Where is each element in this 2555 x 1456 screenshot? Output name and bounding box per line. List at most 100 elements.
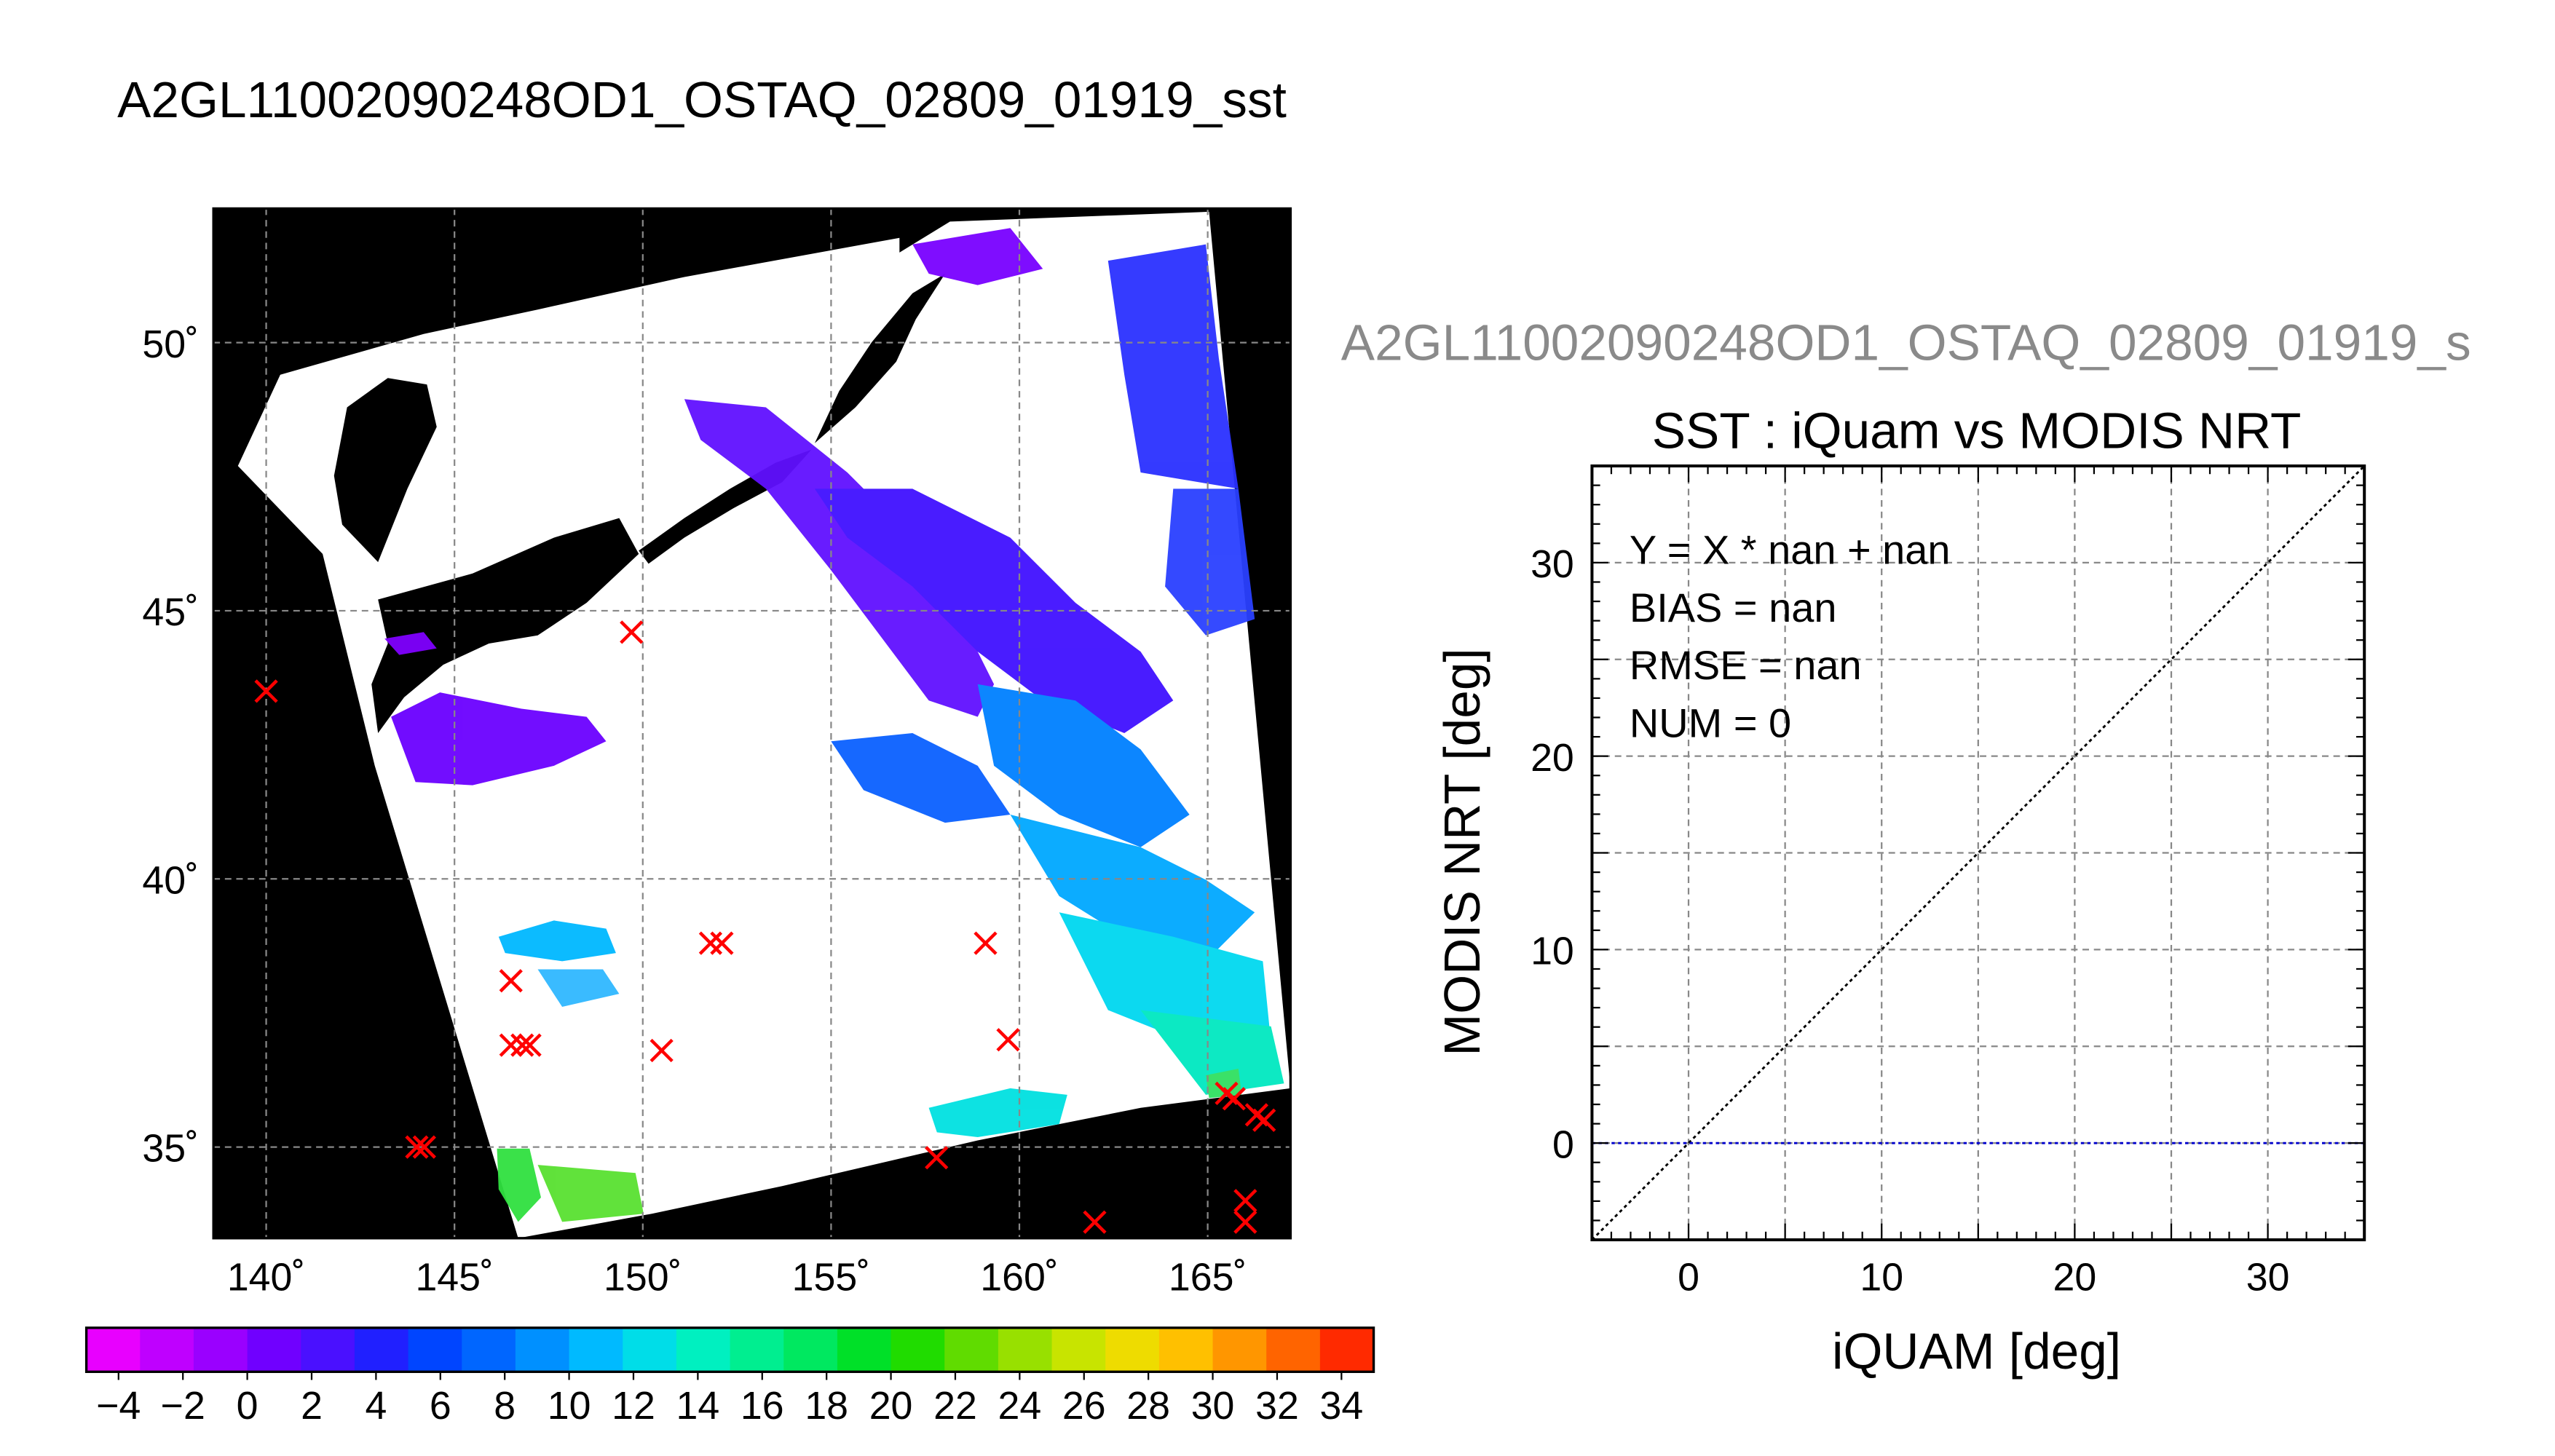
sst-patch-cold [684,399,995,717]
colorbar-cell [998,1327,1053,1372]
buoy-marker [620,620,644,644]
colorbar-cell [569,1327,624,1372]
scatter-y-tick-label: 20 [1531,736,1574,780]
map-x-tick-label: 150˚ [604,1255,682,1299]
sst-patch-cold [384,632,437,655]
sst-field [384,228,1284,1222]
scatter-x-label: iQUAM [deg] [1832,1323,2121,1380]
sst-patch-cool [1107,244,1239,489]
map-y-tick-labels: 35˚ 40˚ 45˚ 50˚ [142,323,199,1171]
sst-patch-mid [498,920,616,962]
colorbar-cell [408,1327,463,1372]
map-y-tick-label: 45˚ [142,590,199,634]
land-hokkaido [371,518,639,734]
colorbar-tick-label: 10 [548,1384,591,1428]
colorbar-cell [730,1327,785,1372]
scatter-grid [1592,466,2365,1241]
map-y-tick-label: 50˚ [142,323,199,366]
colorbar-cell [1105,1327,1161,1372]
sst-patch-cool [1165,488,1255,636]
sst-patch-mid [977,684,1190,847]
buoy-marker [1233,1189,1257,1213]
main-title: A2GL11002090248OD1_OSTAQ_02809_01919_sst [117,71,1287,129]
colorbar-tick-label: 0 [237,1384,258,1428]
fit-statistic-line: RMSE = nan [1630,642,1862,688]
colorbar-cell [354,1327,409,1372]
map-x-tick-label: 165˚ [1169,1255,1247,1299]
colorbar-tick-label: 22 [933,1384,977,1428]
buoy-marker [510,1033,534,1057]
buoy-marker [698,931,723,955]
colorbar-tick-label: 28 [1126,1384,1170,1428]
colorbar-frame [84,1326,1375,1373]
sst-map: 140˚ 145˚ 150˚ 155˚ 160˚ 165˚ 35˚ 40˚ 45˚ 50˚ [142,207,1292,1299]
scatter-plot: SST : iQuam vs MODIS NRT 0 10 20 30 0 10 20 30… [1434,402,2366,1380]
map-x-tick-label: 140˚ [227,1255,305,1299]
scatter-title: SST : iQuam vs MODIS NRT [1652,402,2302,459]
scatter-y-tick-labels: 0 10 20 30 [1531,542,1574,1166]
scatter-header: A2GL11002090248OD1_OSTAQ_02809_01919_s [1340,314,2471,372]
sst-patch-hot [537,1165,644,1222]
buoy-marker [499,1033,523,1057]
sst-patch-mid [537,969,620,1008]
sst-patch-cold [391,692,607,786]
scatter-y-tick-label: 0 [1552,1123,1574,1166]
buoy-marker [1233,1210,1257,1234]
scatter-x-tick-label: 10 [1860,1255,1903,1299]
buoy-marker [974,931,998,955]
buoy-marker [412,1135,436,1159]
colorbar-cell [944,1327,1000,1372]
colorbar-tick-label: 8 [494,1384,516,1428]
scatter-x-tick-label: 20 [2053,1255,2097,1299]
colorbar-cell [301,1327,356,1372]
map-x-tick-label: 160˚ [980,1255,1058,1299]
scatter-y-tick-label: 10 [1531,930,1574,973]
map-y-tick-label: 35˚ [142,1127,199,1171]
buoy-marker [499,969,523,993]
map-frame [212,207,1292,1240]
scatter-x-tick-labels: 0 10 20 30 [1678,1255,2289,1299]
colorbar-cell [623,1327,678,1372]
sst-patch-hot [1206,1069,1242,1099]
land-sakhalin [333,378,437,563]
sst-patch-warm [1059,912,1271,1043]
fit-statistic-line: BIAS = nan [1630,585,1837,630]
colorbar-tick-label: 2 [301,1384,323,1428]
sst-patch-cool [831,733,1011,823]
colorbar-cell [1319,1327,1375,1372]
colorbar-tick-label: 16 [741,1384,784,1428]
colorbar-cell [837,1327,892,1372]
buoy-marker [649,1038,674,1063]
sst-patch-cold [912,228,1043,285]
sst-patch-mid [1010,814,1255,962]
colorbar-cell [1212,1327,1268,1372]
colorbar-cell [140,1327,195,1372]
colorbar-cell [1158,1327,1214,1372]
scatter-y-label: MODIS NRT [deg] [1434,648,1490,1056]
buoy-marker [518,1033,542,1057]
buoy-marker [1222,1087,1246,1111]
colorbar-tick-label: 30 [1191,1384,1235,1428]
colorbar-cell [515,1327,570,1372]
land-kamchatka [814,273,945,443]
colorbar-tick-label: 14 [676,1384,720,1428]
buoy-marker [1252,1108,1276,1132]
map-grid [213,208,1291,1238]
scatter-y-tick-label: 30 [1531,542,1574,586]
colorbar-tick-label: 12 [612,1384,655,1428]
colorbar-cell [193,1327,248,1372]
scatter-x-tick-label: 0 [1678,1255,1699,1299]
fit-statistics: Y = X * nan + nan BIAS = nan RMSE = nan NUM… [1630,526,1951,745]
map-x-tick-labels: 140˚ 145˚ 150˚ 155˚ 160˚ 165˚ [227,1255,1247,1299]
buoy-marker [996,1028,1020,1052]
colorbar-tick-label: 34 [1319,1384,1363,1428]
colorbar-tick-label: 6 [430,1384,451,1428]
colorbar-tick-label: −2 [161,1384,205,1428]
colorbar-tick-label: 26 [1062,1384,1106,1428]
buoy-marker [1083,1210,1107,1234]
colorbar-tick-label: 24 [998,1384,1042,1428]
colorbar-cell [891,1327,946,1372]
map-x-tick-label: 155˚ [792,1255,870,1299]
